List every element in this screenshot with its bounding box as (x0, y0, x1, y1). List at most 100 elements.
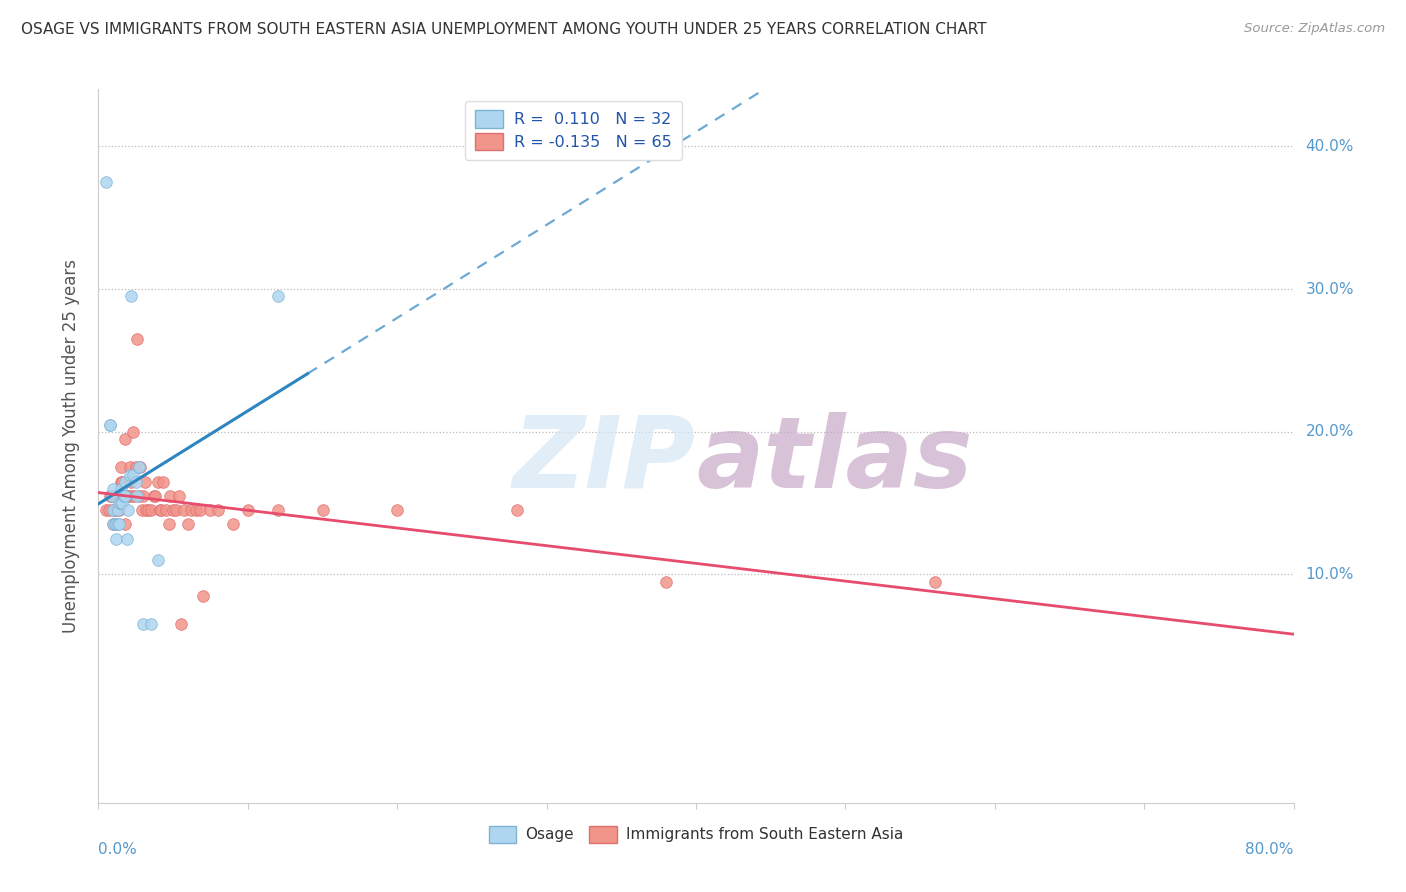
Point (117, 489, 139, 503)
Point (121, 467, 143, 482)
Text: 0.0%: 0.0% (98, 842, 138, 856)
Point (157, 517, 180, 532)
Point (103, 489, 125, 503)
Point (167, 489, 190, 503)
Point (173, 503, 195, 517)
Point (114, 489, 136, 503)
Point (118, 460, 141, 475)
Point (110, 482, 132, 496)
Point (162, 503, 184, 517)
Point (107, 503, 129, 517)
Point (114, 517, 136, 532)
Point (128, 489, 150, 503)
Point (105, 517, 128, 532)
Point (115, 532, 138, 546)
Point (104, 517, 127, 532)
Point (177, 517, 200, 532)
Point (148, 553, 170, 567)
Point (169, 617, 191, 632)
Point (188, 503, 211, 517)
Point (132, 489, 155, 503)
Point (150, 503, 173, 517)
Point (267, 289, 290, 303)
Point (114, 475, 136, 489)
Point (200, 503, 222, 517)
Text: 20.0%: 20.0% (1306, 425, 1354, 439)
Point (114, 432, 136, 446)
Point (120, 489, 142, 503)
Point (121, 425, 143, 439)
Point (108, 496, 131, 510)
Point (655, 574, 678, 589)
Point (103, 517, 125, 532)
Point (103, 503, 125, 517)
Text: 30.0%: 30.0% (1306, 282, 1354, 296)
Point (184, 503, 207, 517)
Point (112, 489, 135, 503)
Point (180, 503, 202, 517)
Point (112, 489, 135, 503)
Point (924, 574, 946, 589)
Point (120, 475, 142, 489)
Point (94, 503, 117, 517)
Point (222, 517, 245, 532)
Point (149, 503, 172, 517)
Legend: Osage, Immigrants from South Eastern Asia: Osage, Immigrants from South Eastern Asi… (482, 820, 910, 848)
Point (139, 503, 162, 517)
Point (236, 503, 259, 517)
Point (107, 517, 129, 532)
Point (135, 503, 157, 517)
Point (128, 460, 150, 475)
Point (139, 617, 162, 632)
Point (311, 503, 333, 517)
Point (103, 517, 125, 532)
Point (191, 589, 214, 603)
Point (506, 503, 529, 517)
Point (105, 532, 128, 546)
Point (105, 503, 128, 517)
Point (127, 489, 149, 503)
Point (111, 475, 134, 489)
Point (385, 503, 409, 517)
Point (108, 503, 131, 517)
Point (165, 503, 187, 517)
Point (104, 503, 127, 517)
Point (142, 489, 165, 503)
Point (103, 503, 125, 517)
Point (111, 496, 134, 510)
Point (111, 489, 134, 503)
Point (101, 489, 124, 503)
Point (159, 489, 181, 503)
Point (148, 475, 170, 489)
Point (143, 489, 166, 503)
Text: Source: ZipAtlas.com: Source: ZipAtlas.com (1244, 22, 1385, 36)
Point (110, 496, 132, 510)
Point (132, 617, 155, 632)
Point (117, 503, 139, 517)
Point (107, 489, 129, 503)
Text: 40.0%: 40.0% (1306, 139, 1354, 153)
Point (118, 467, 141, 482)
Point (136, 503, 159, 517)
Point (125, 475, 148, 489)
Point (125, 460, 148, 475)
Text: 80.0%: 80.0% (1246, 842, 1294, 856)
Text: atlas: atlas (696, 412, 973, 508)
Point (152, 475, 174, 489)
Point (108, 517, 131, 532)
Point (98, 417, 122, 432)
Point (127, 332, 149, 346)
Point (103, 482, 125, 496)
Point (115, 489, 138, 503)
Point (97, 503, 120, 517)
Point (98, 489, 122, 503)
Point (134, 475, 156, 489)
Point (105, 489, 128, 503)
Text: 10.0%: 10.0% (1306, 567, 1354, 582)
Point (94, 175, 117, 189)
Point (124, 489, 146, 503)
Point (101, 489, 124, 503)
Point (110, 460, 132, 475)
Text: ZIP: ZIP (513, 412, 696, 508)
Point (110, 475, 132, 489)
